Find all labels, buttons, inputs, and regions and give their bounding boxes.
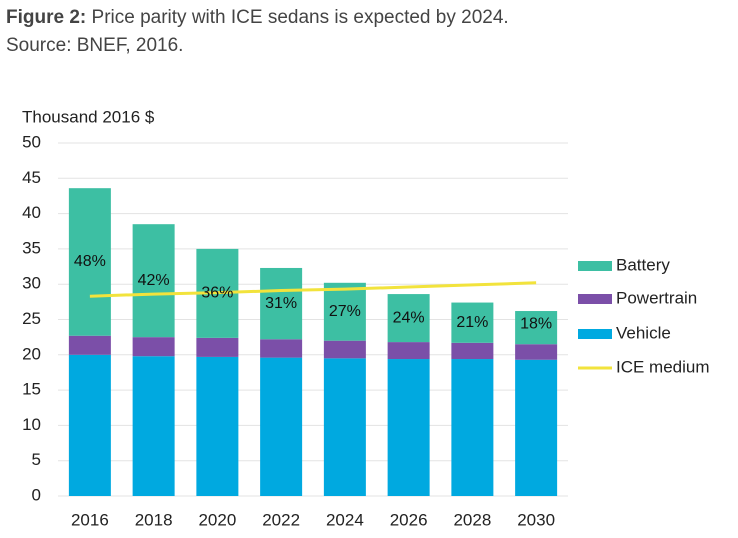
bar-segment [196, 356, 239, 496]
y-tick-label: 50 [22, 132, 41, 151]
share-label: 36% [201, 285, 233, 302]
y-tick-label: 45 [22, 168, 41, 187]
legend-label: Powertrain [616, 288, 697, 307]
bar-segment [387, 342, 430, 360]
share-label: 24% [393, 309, 425, 326]
y-tick-label: 25 [22, 309, 41, 328]
y-tick-label: 35 [22, 238, 41, 257]
bar-segment [387, 294, 430, 343]
bar-segment [451, 359, 494, 496]
bar-segment [323, 358, 366, 496]
header: Figure 2: Price parity with ICE sedans i… [6, 4, 509, 60]
bar-segment [451, 342, 494, 360]
bar-segment [260, 267, 303, 340]
x-tick-label: 2026 [390, 510, 428, 529]
legend-swatch [578, 294, 612, 304]
bar-segment [68, 188, 111, 336]
bar-segment [323, 282, 366, 341]
legend-swatch [578, 329, 612, 339]
bar-segment [196, 337, 239, 357]
x-tick-label: 2028 [453, 510, 491, 529]
legend-label: ICE medium [616, 357, 710, 376]
bar-segment [132, 337, 175, 357]
bar-segment [387, 359, 430, 496]
x-tick-label: 2024 [326, 510, 364, 529]
y-tick-label: 0 [32, 485, 41, 504]
caption-label: Figure 2: [6, 7, 87, 28]
x-tick-label: 2016 [71, 510, 109, 529]
bar-segment [132, 224, 175, 338]
share-label: 18% [520, 315, 552, 332]
bar-segment [323, 340, 366, 359]
y-tick-label: 30 [22, 274, 41, 293]
x-tick-label: 2020 [198, 510, 236, 529]
bar-segment [260, 357, 303, 496]
bar-segment [451, 302, 494, 343]
source: Source: BNEF, 2016. [6, 35, 184, 56]
y-tick-label: 40 [22, 203, 41, 222]
ice-line [89, 281, 537, 298]
x-tick-label: 2022 [262, 510, 300, 529]
share-label: 48% [74, 253, 106, 270]
bar-segment [68, 354, 111, 496]
share-label: 21% [456, 314, 488, 331]
caption: Figure 2: Price parity with ICE sedans i… [6, 4, 509, 32]
y-tick-label: 5 [32, 450, 41, 469]
y-tick-label: 10 [22, 415, 41, 434]
bar-segment [515, 344, 558, 360]
share-label: 31% [265, 295, 297, 312]
bar-segment [260, 339, 303, 358]
title: Price parity with ICE sedans is expected… [91, 7, 509, 28]
bar-segment [515, 359, 558, 496]
x-tick-label: 2018 [135, 510, 173, 529]
share-label: 42% [138, 272, 170, 289]
legend-label: Vehicle [616, 323, 671, 342]
bar-segment [68, 335, 111, 355]
share-label: 27% [329, 303, 361, 320]
x-tick-label: 2030 [517, 510, 555, 529]
y-tick-label: 15 [22, 380, 41, 399]
y-tick-label: 20 [22, 344, 41, 363]
bar-segment [132, 356, 175, 496]
y-axis-label: Thousand 2016 $ [22, 107, 155, 126]
bar-segment [515, 311, 558, 345]
legend-label: Battery [616, 255, 670, 274]
legend-swatch [578, 261, 612, 271]
